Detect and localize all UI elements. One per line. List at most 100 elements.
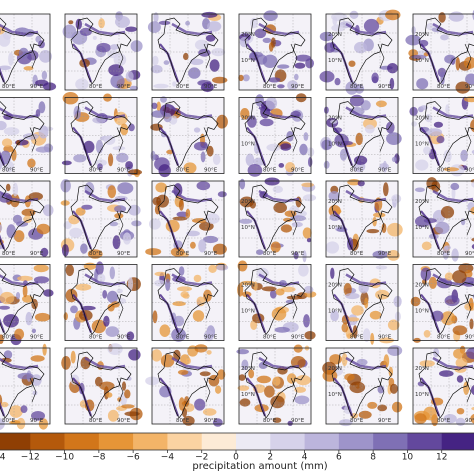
precip-blob: [442, 246, 449, 260]
precip-blob: [182, 415, 195, 426]
precip-blob: [291, 221, 303, 228]
precip-blob: [61, 160, 72, 166]
precip-blob: [110, 44, 119, 50]
precip-blob: [107, 185, 117, 199]
precip-blob: [39, 50, 52, 63]
lon-label: 80°E: [350, 418, 364, 424]
precip-blob: [0, 305, 10, 310]
panel-frame: [238, 347, 312, 425]
precip-blob: [272, 376, 281, 386]
country-outline: [418, 268, 474, 336]
panel-frame: [151, 180, 225, 258]
panel-frame: [412, 264, 474, 341]
precip-blob: [151, 110, 167, 118]
precip-blob: [389, 77, 395, 90]
precip-blob: [414, 187, 425, 193]
precip-blob: [150, 150, 156, 161]
precip-blob: [18, 47, 29, 59]
map-panel: 20°N 10°N 80°E 90°E: [237, 260, 317, 341]
lon-label: 90°E: [117, 168, 131, 174]
precip-blob: [31, 328, 37, 334]
precip-blob: [470, 384, 474, 396]
lat-label: 10°N: [241, 58, 255, 64]
precip-blob: [471, 243, 474, 250]
country-outline: [290, 377, 298, 403]
colorbar-tick-label: 10: [402, 453, 414, 463]
lat-label: 10°N: [328, 392, 342, 398]
country-outline: [290, 210, 298, 236]
precip-blob: [0, 401, 9, 408]
precip-blob: [363, 328, 371, 342]
country-outline: [331, 17, 393, 85]
lon-label: 80°E: [350, 168, 364, 174]
precip-blob: [121, 381, 127, 391]
precip-blob: [99, 381, 115, 391]
lon-label: 90°E: [378, 335, 392, 341]
lon-label: 90°E: [291, 168, 305, 174]
precip-blob: [0, 65, 12, 71]
precip-blob: [308, 157, 313, 167]
panel-frame: [151, 264, 225, 341]
precip-blob: [199, 221, 214, 231]
precip-blob: [299, 143, 308, 156]
country-outline: [203, 377, 211, 403]
precip-blob: [256, 249, 264, 255]
precip-blob: [73, 105, 81, 120]
precip-blob: [341, 353, 348, 367]
lon-label: 90°E: [465, 168, 474, 174]
lon-label: 80°E: [437, 84, 451, 90]
lon-label: 90°E: [204, 418, 218, 424]
lat-label: 10°N: [415, 58, 429, 64]
precip-blob: [31, 374, 42, 386]
panel-frame: [325, 264, 399, 341]
precip-blob: [173, 315, 185, 327]
precip-blob: [216, 264, 229, 271]
lon-label: 90°E: [30, 84, 44, 90]
precip-blob: [92, 35, 97, 40]
lon-label: 90°E: [291, 335, 305, 341]
country-outline: [70, 17, 132, 85]
precip-blob: [178, 266, 185, 276]
precip-blob: [304, 331, 316, 340]
precip-blob: [383, 182, 389, 197]
precip-blob: [62, 92, 79, 105]
precip-blob: [62, 24, 77, 39]
precip-blob: [369, 310, 382, 320]
lon-label: 90°E: [378, 418, 392, 424]
precip-blob: [155, 182, 167, 193]
precip-blob: [325, 241, 340, 254]
country-outline: [290, 127, 298, 152]
colorbar-tick-label: −10: [55, 453, 74, 463]
lon-label: 80°E: [89, 84, 103, 90]
map-panel: 20°N 10°N 80°E 90°E: [320, 94, 402, 174]
precip-blob: [387, 345, 403, 356]
colorbar-tick-label: 8: [370, 453, 376, 463]
colorbar-bin: [304, 433, 340, 450]
precip-blob: [373, 212, 386, 218]
precip-blob: [149, 218, 161, 230]
country-outline: [29, 210, 37, 236]
precip-blob: [453, 348, 464, 359]
colorbar-bin: [338, 433, 374, 450]
lon-label: 80°E: [437, 418, 451, 424]
lon-label: 80°E: [89, 418, 103, 424]
precip-blob: [177, 286, 192, 292]
country-outline: [116, 377, 124, 403]
country-outline: [203, 43, 211, 69]
precip-blob: [38, 125, 49, 139]
colorbar-tick-label: 12: [436, 453, 447, 463]
precip-blob: [387, 63, 398, 74]
precip-blob: [206, 350, 212, 355]
precip-blob: [387, 319, 400, 331]
precip-blob: [238, 74, 244, 82]
precip-blob: [70, 350, 76, 364]
precip-blob: [277, 84, 285, 89]
precip-blob: [208, 374, 220, 387]
precip-blob: [202, 408, 217, 416]
map-panel: 80°E 90°E: [61, 343, 143, 425]
precip-blob: [455, 357, 468, 368]
precip-blob: [190, 241, 196, 249]
precip-blob: [43, 289, 54, 297]
precip-blob: [377, 385, 385, 394]
